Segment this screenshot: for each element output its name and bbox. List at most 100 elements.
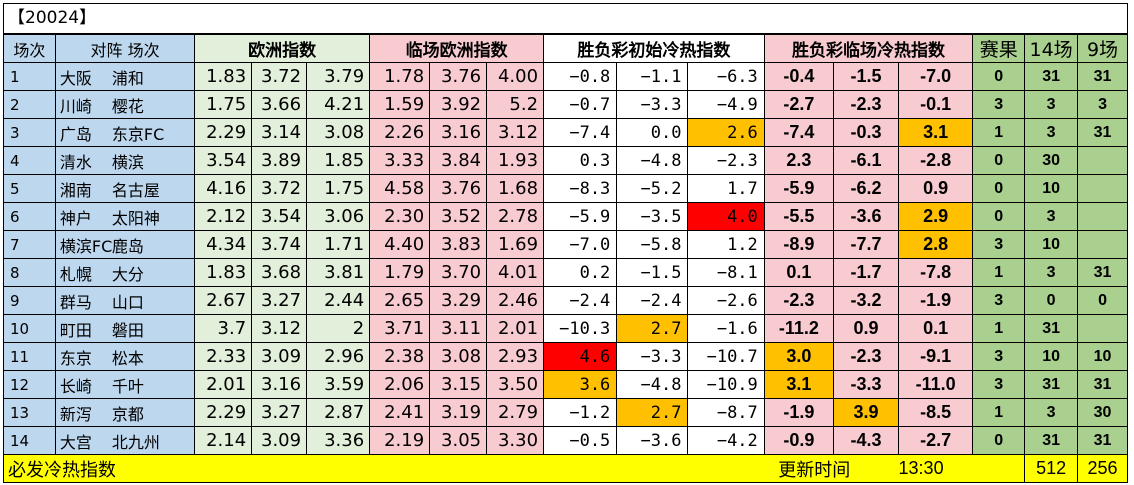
euro-odds-cell[interactable]: 2.96: [306, 342, 371, 371]
live-hot-index-cell[interactable]: -11.2: [763, 314, 834, 343]
live-hot-index-cell[interactable]: 3.1: [898, 118, 974, 147]
games-14-cell[interactable]: 10: [1024, 230, 1079, 259]
initial-hot-index-cell[interactable]: −5.9: [543, 202, 618, 231]
games-9-cell[interactable]: [1077, 146, 1128, 175]
initial-hot-index-cell[interactable]: −4.8: [616, 370, 689, 399]
live-hot-index-cell[interactable]: 2.3: [763, 146, 834, 175]
live-euro-odds-cell[interactable]: 3.76: [429, 174, 488, 203]
initial-hot-index-cell[interactable]: −4.2: [687, 426, 765, 455]
games-9-cell[interactable]: 31: [1077, 62, 1128, 91]
live-euro-odds-cell[interactable]: 3.70: [429, 258, 488, 287]
games-9-cell[interactable]: 10: [1077, 342, 1128, 371]
initial-hot-index-cell[interactable]: 2.7: [616, 314, 689, 343]
games-9-cell[interactable]: [1077, 230, 1128, 259]
result-cell[interactable]: 1: [972, 314, 1026, 343]
match-teams[interactable]: 町田 磐田: [54, 314, 196, 343]
initial-hot-index-cell[interactable]: −1.1: [616, 62, 689, 91]
live-euro-odds-cell[interactable]: 3.15: [429, 370, 488, 399]
live-hot-index-cell[interactable]: -8.5: [898, 398, 974, 427]
euro-odds-cell[interactable]: 3.16: [251, 370, 308, 399]
live-euro-odds-cell[interactable]: 2.78: [486, 202, 545, 231]
live-euro-odds-cell[interactable]: 3.76: [429, 62, 488, 91]
euro-odds-cell[interactable]: 3.54: [194, 146, 253, 175]
live-euro-odds-cell[interactable]: 3.83: [429, 230, 488, 259]
games-9-cell[interactable]: 31: [1077, 426, 1128, 455]
euro-odds-cell[interactable]: 2: [306, 314, 371, 343]
header-result[interactable]: 赛果: [972, 34, 1026, 63]
games-9-cell[interactable]: [1077, 314, 1128, 343]
live-hot-index-cell[interactable]: -0.9: [763, 426, 834, 455]
live-hot-index-cell[interactable]: -6.2: [832, 174, 900, 203]
initial-hot-index-cell[interactable]: 0.3: [543, 146, 618, 175]
live-hot-index-cell[interactable]: -5.5: [763, 202, 834, 231]
games-14-cell[interactable]: 10: [1024, 342, 1079, 371]
euro-odds-cell[interactable]: 4.16: [194, 174, 253, 203]
euro-odds-cell[interactable]: 3.59: [306, 370, 371, 399]
live-euro-odds-cell[interactable]: 1.69: [486, 230, 545, 259]
euro-odds-cell[interactable]: 3.06: [306, 202, 371, 231]
initial-hot-index-cell[interactable]: −8.1: [687, 258, 765, 287]
live-hot-index-cell[interactable]: 2.8: [898, 230, 974, 259]
initial-hot-index-cell[interactable]: 1.2: [687, 230, 765, 259]
sheet-title[interactable]: 【20024】: [3, 3, 1128, 34]
euro-odds-cell[interactable]: 3.68: [251, 258, 308, 287]
live-hot-index-cell[interactable]: -1.5: [832, 62, 900, 91]
match-number[interactable]: 5: [3, 174, 56, 203]
euro-odds-cell[interactable]: 2.01: [194, 370, 253, 399]
live-euro-odds-cell[interactable]: 2.19: [369, 426, 431, 455]
euro-odds-cell[interactable]: 4.34: [194, 230, 253, 259]
live-hot-index-cell[interactable]: -3.3: [832, 370, 900, 399]
match-teams[interactable]: 广岛 东京FC: [54, 118, 196, 147]
result-cell[interactable]: 0: [972, 202, 1026, 231]
match-number[interactable]: 13: [3, 398, 56, 427]
games-9-cell[interactable]: 0: [1077, 286, 1128, 315]
match-number[interactable]: 7: [3, 230, 56, 259]
result-cell[interactable]: 0: [972, 174, 1026, 203]
match-teams[interactable]: 横滨FC鹿岛: [54, 230, 196, 259]
games-9-cell[interactable]: 3: [1077, 90, 1128, 119]
live-euro-odds-cell[interactable]: 3.30: [486, 426, 545, 455]
initial-hot-index-cell[interactable]: −2.4: [543, 286, 618, 315]
result-cell[interactable]: 1: [972, 258, 1026, 287]
games-9-cell[interactable]: 31: [1077, 118, 1128, 147]
live-euro-odds-cell[interactable]: 3.12: [486, 118, 545, 147]
live-euro-odds-cell[interactable]: 3.84: [429, 146, 488, 175]
euro-odds-cell[interactable]: 2.33: [194, 342, 253, 371]
live-euro-odds-cell[interactable]: 3.08: [429, 342, 488, 371]
euro-odds-cell[interactable]: 3.81: [306, 258, 371, 287]
match-number[interactable]: 2: [3, 90, 56, 119]
euro-odds-cell[interactable]: 3.27: [251, 398, 308, 427]
initial-hot-index-cell[interactable]: −10.3: [543, 314, 618, 343]
initial-hot-index-cell[interactable]: −7.4: [543, 118, 618, 147]
live-hot-index-cell[interactable]: -3.6: [832, 202, 900, 231]
match-teams[interactable]: 新泻 京都: [54, 398, 196, 427]
euro-odds-cell[interactable]: 3.74: [251, 230, 308, 259]
match-teams[interactable]: 札幌 大分: [54, 258, 196, 287]
live-hot-index-cell[interactable]: -2.3: [832, 90, 900, 119]
update-time-label[interactable]: 更新时间: [764, 454, 899, 483]
games-14-cell[interactable]: 3: [1024, 258, 1079, 287]
initial-hot-index-cell[interactable]: −3.6: [616, 426, 689, 455]
result-cell[interactable]: 3: [972, 90, 1026, 119]
euro-odds-cell[interactable]: 3.72: [251, 174, 308, 203]
match-teams[interactable]: 大阪 浦和: [54, 62, 196, 91]
header-live-euro-odds[interactable]: 临场欧洲指数: [369, 34, 545, 63]
live-euro-odds-cell[interactable]: 1.79: [369, 258, 431, 287]
euro-odds-cell[interactable]: 2.87: [306, 398, 371, 427]
initial-hot-index-cell[interactable]: −4.9: [687, 90, 765, 119]
live-euro-odds-cell[interactable]: 4.58: [369, 174, 431, 203]
euro-odds-cell[interactable]: 1.85: [306, 146, 371, 175]
euro-odds-cell[interactable]: 2.12: [194, 202, 253, 231]
initial-hot-index-cell[interactable]: 2.6: [687, 118, 765, 147]
euro-odds-cell[interactable]: 2.29: [194, 398, 253, 427]
footer-empty[interactable]: [543, 454, 765, 483]
match-number[interactable]: 10: [3, 314, 56, 343]
update-time-value[interactable]: 13:30: [898, 454, 1026, 483]
live-hot-index-cell[interactable]: -1.9: [763, 398, 834, 427]
live-euro-odds-cell[interactable]: 2.06: [369, 370, 431, 399]
live-hot-index-cell[interactable]: -6.1: [832, 146, 900, 175]
live-hot-index-cell[interactable]: -0.4: [763, 62, 834, 91]
live-euro-odds-cell[interactable]: 3.52: [429, 202, 488, 231]
initial-hot-index-cell[interactable]: 1.7: [687, 174, 765, 203]
games-14-cell[interactable]: 31: [1024, 426, 1079, 455]
